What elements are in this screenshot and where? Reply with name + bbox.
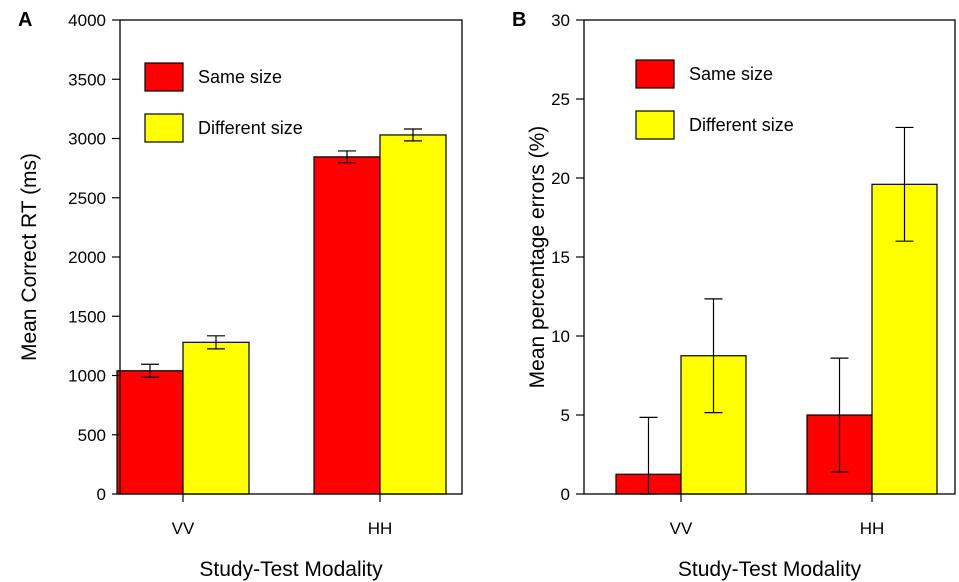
y-tick-label: 25 <box>551 90 570 109</box>
x-axis-title: Study-Test Modality <box>678 558 862 581</box>
chart-panel-b: B 0 5 10 15 20 25 30 VV HH Mean percentage errors … <box>512 9 956 581</box>
y-tick-label: 10 <box>551 327 570 346</box>
legend-swatch <box>144 113 184 143</box>
legend-label: Different size <box>198 118 303 138</box>
bar <box>182 341 250 495</box>
x-tick-label: VV <box>172 519 195 538</box>
legend-label: Same size <box>198 67 282 87</box>
x-tick-label: HH <box>860 519 885 538</box>
y-tick-label: 20 <box>551 169 570 188</box>
y-tick-label: 0 <box>561 485 570 504</box>
y-tick-label: 4000 <box>68 11 106 30</box>
y-tick-label: 5 <box>561 406 570 425</box>
x-tick-label: HH <box>368 519 393 538</box>
chart-panel-a: A 0 500 1000 1500 2000 2500 3000 3500 4000 VV HH Mea… <box>18 9 463 581</box>
panel-letter: B <box>512 9 526 31</box>
y-tick-label: 2000 <box>68 248 106 267</box>
y-tick-label: 1000 <box>68 367 106 386</box>
y-tick-label: 15 <box>551 248 570 267</box>
x-axis-title: Study-Test Modality <box>199 558 383 581</box>
legend-swatch <box>144 62 184 92</box>
legend-swatch <box>635 59 675 89</box>
legend-label: Same size <box>689 64 773 84</box>
legend-label: Different size <box>689 115 794 135</box>
y-tick-label: 30 <box>551 11 570 30</box>
y-axis-title: Mean Correct RT (ms) <box>18 153 41 361</box>
y-tick-label: 3000 <box>68 130 106 149</box>
y-tick-label: 0 <box>97 485 106 504</box>
legend-swatch <box>635 110 675 140</box>
y-tick-label: 3500 <box>68 70 106 89</box>
bar <box>116 370 184 495</box>
y-tick-label: 500 <box>78 426 106 445</box>
y-tick-label: 1500 <box>68 307 106 326</box>
y-axis-title: Mean percentage errors (%) <box>526 126 549 389</box>
bar <box>313 156 381 495</box>
x-tick-label: VV <box>670 519 693 538</box>
bar <box>379 134 447 495</box>
y-tick-label: 2500 <box>68 189 106 208</box>
panel-letter: A <box>18 9 32 31</box>
